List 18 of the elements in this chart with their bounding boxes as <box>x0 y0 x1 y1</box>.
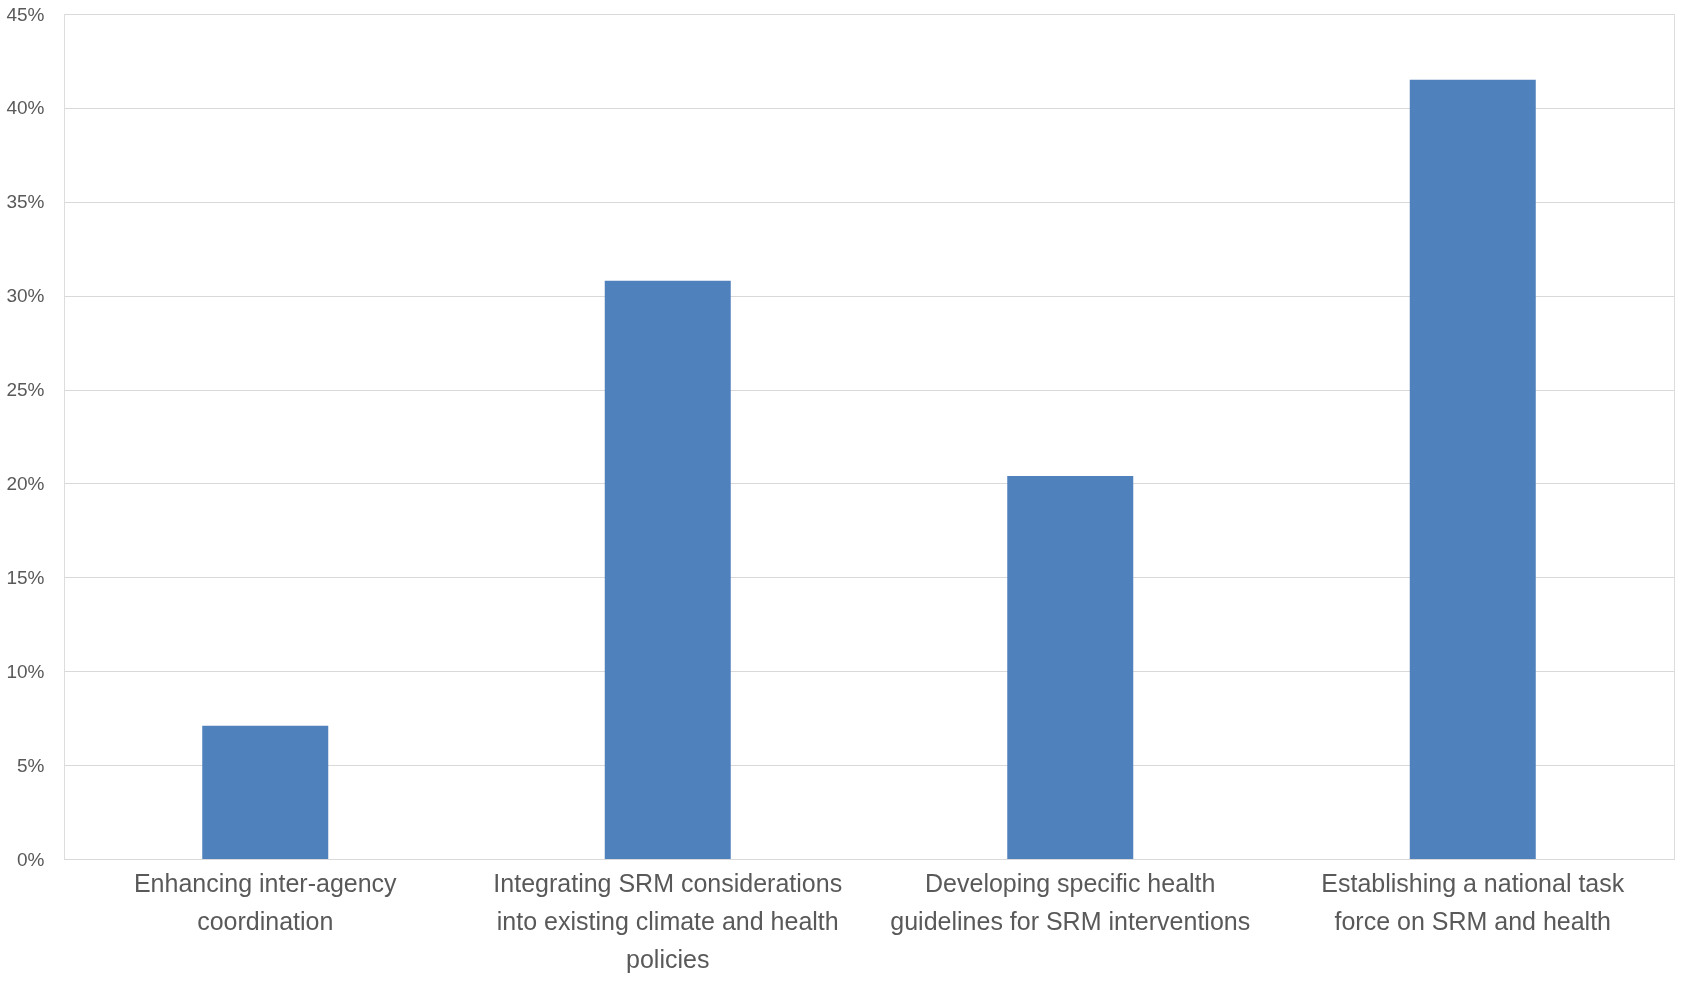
y-tick-label: 40% <box>6 97 45 119</box>
bar <box>1007 475 1134 859</box>
x-tick-label: Integrating SRM considerations into existing climate and health policies <box>493 868 843 973</box>
y-tick-label: 45% <box>6 3 45 25</box>
y-tick-label: 0% <box>17 848 45 870</box>
x-tick-label: Developing specific health guidelines for SRM interventions <box>890 868 1251 935</box>
y-tick-label: 30% <box>6 285 45 307</box>
bar <box>202 725 329 859</box>
x-tick-label: Establishing a national task force on SRM and health <box>1321 868 1625 935</box>
y-tick-label: 35% <box>6 191 45 213</box>
bar <box>1409 79 1536 859</box>
y-tick-label: 25% <box>6 379 45 401</box>
y-tick-label: 5% <box>17 754 45 776</box>
bar <box>604 280 731 859</box>
y-tick-label: 10% <box>6 660 45 682</box>
y-tick-label: 15% <box>6 566 45 588</box>
x-tick-label: Enhancing inter-agency coordination <box>133 868 398 935</box>
y-tick-label: 20% <box>6 472 45 494</box>
